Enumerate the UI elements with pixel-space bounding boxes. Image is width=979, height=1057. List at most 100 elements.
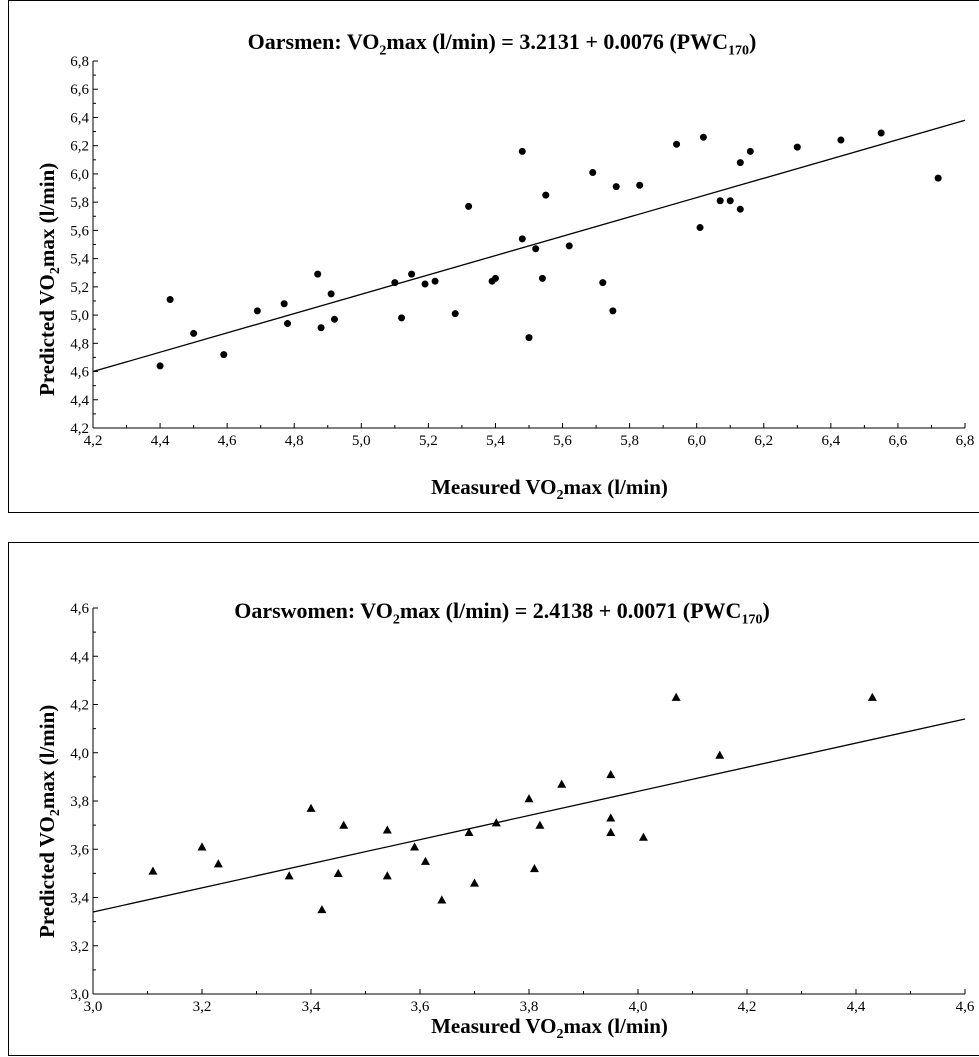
data-point [382, 825, 392, 834]
y-tick-label: 5,8 [70, 195, 89, 211]
data-point [491, 274, 499, 282]
data-point [612, 183, 620, 191]
y-tick-label: 3,8 [70, 794, 89, 810]
x-axis-label: Measured VO2max (l/min) [9, 475, 979, 504]
y-tick-label: 6,2 [70, 139, 89, 155]
oarswomen-scatter-plot: 3,0 3,2 3,4 3,6 3,8 4,0 4,2 4,4 4,6 3,0 3,2 3,4 3,6 3… [70, 601, 975, 1015]
y-tick-label: 5,6 [70, 223, 89, 239]
data-point [867, 692, 877, 701]
x-tick-label: 6,2 [754, 433, 773, 449]
data-point [696, 224, 704, 232]
data-point [606, 827, 616, 836]
data-point [542, 191, 550, 199]
x-tick-label: 4,0 [629, 999, 648, 1015]
data-point [306, 803, 316, 812]
x-tick-label: 4,8 [285, 433, 304, 449]
x-tick-label: 4,4 [151, 433, 170, 449]
data-point [606, 813, 616, 822]
data-point [736, 159, 744, 167]
x-tick-label: 6,6 [889, 433, 908, 449]
data-point [837, 136, 845, 144]
x-tick-label: 3,0 [84, 999, 103, 1015]
x-tick-label: 3,6 [411, 999, 430, 1015]
x-tick-label: 4,4 [847, 999, 866, 1015]
data-point [518, 235, 526, 243]
y-tick-label: 5,4 [70, 252, 89, 268]
y-tick-label: 3,4 [70, 891, 89, 907]
xlabel-suffix: max (l/min) [563, 1014, 668, 1038]
data-point [420, 856, 430, 865]
data-point [197, 842, 207, 851]
x-tick-label: 5,2 [419, 433, 438, 449]
data-point [333, 868, 343, 877]
data-point [408, 270, 416, 278]
data-point [525, 334, 533, 342]
y-tick-label: 6,4 [70, 110, 89, 126]
y-tick-label: 4,4 [70, 393, 89, 409]
y-tick-label: 5,2 [70, 280, 89, 296]
title-subscript: 2 [392, 612, 400, 628]
title-prefix: Oarsmen: VO [247, 29, 380, 54]
y-tick-label: 4,8 [70, 336, 89, 352]
data-point [877, 129, 885, 137]
x-tick-label: 3,2 [193, 999, 212, 1015]
x-tick-label: 3,4 [302, 999, 321, 1015]
title-prefix: Oarswomen: VO [234, 598, 393, 623]
data-point [491, 818, 501, 827]
regression-line [92, 718, 966, 913]
oarsmen-chart-panel: Oarsmen: VO2max (l/min) = 3.2131 + 0.007… [8, 0, 979, 513]
x-tick-label: 6,0 [687, 433, 706, 449]
data-point [699, 133, 707, 141]
xlabel-suffix: max (l/min) [563, 475, 668, 499]
data-point [609, 307, 617, 315]
data-point [410, 842, 420, 851]
data-point [524, 794, 534, 803]
x-tick-label: 6,8 [956, 433, 975, 449]
oarsmen-scatter-plot: 4,2 4,4 4,6 4,8 5,0 5,2 5,4 5,6 5,8 6,0 6,2 6,4 6,6 6… [70, 54, 975, 449]
x-tick-label: 4,6 [218, 433, 237, 449]
xlabel-prefix: Measured VO [431, 1014, 557, 1038]
data-point [280, 300, 288, 308]
data-point [317, 905, 327, 914]
data-point [470, 878, 479, 887]
x-tick-label: 5,6 [553, 433, 572, 449]
x-tick-label: 4,2 [738, 999, 757, 1015]
data-point [391, 279, 399, 287]
title-end: ) [762, 598, 770, 623]
x-tick-label: 5,8 [620, 433, 639, 449]
x-tick-label: 6,4 [821, 433, 840, 449]
data-point [673, 140, 681, 148]
chart-title: Oarswomen: VO2max (l/min) = 2.4138 + 0.0… [9, 598, 979, 628]
title-suffix: max (l/min) = 3.2131 + 0.0076 (PWC [386, 29, 729, 54]
data-point [220, 351, 228, 359]
data-point [317, 324, 325, 332]
x-tick-label: 4,2 [84, 433, 103, 449]
y-tick-label: 4,2 [70, 421, 89, 437]
data-point [532, 245, 540, 253]
data-point [190, 329, 198, 337]
x-tick-label: 4,6 [956, 999, 975, 1015]
data-point [589, 169, 597, 177]
regression-line [92, 119, 966, 373]
y-tick-label: 4,4 [70, 649, 89, 665]
x-axis-label: Measured VO2max (l/min) [9, 1014, 979, 1043]
y-tick-label: 3,6 [70, 842, 89, 858]
data-point [431, 277, 439, 285]
data-point [535, 820, 545, 829]
x-tick-label: 3,8 [520, 999, 539, 1015]
data-point [726, 197, 734, 205]
data-point [314, 270, 322, 278]
data-point [736, 205, 744, 213]
data-point [437, 895, 447, 904]
y-tick-label: 6,8 [70, 54, 89, 70]
data-point [518, 147, 526, 155]
data-point [156, 362, 164, 370]
x-tick-label: 5,0 [352, 433, 371, 449]
data-point [671, 692, 681, 701]
data-point [148, 866, 158, 875]
data-point [166, 296, 174, 304]
data-point [213, 859, 223, 868]
data-point [746, 147, 754, 155]
data-point [599, 279, 607, 287]
title-end: ) [749, 29, 757, 54]
